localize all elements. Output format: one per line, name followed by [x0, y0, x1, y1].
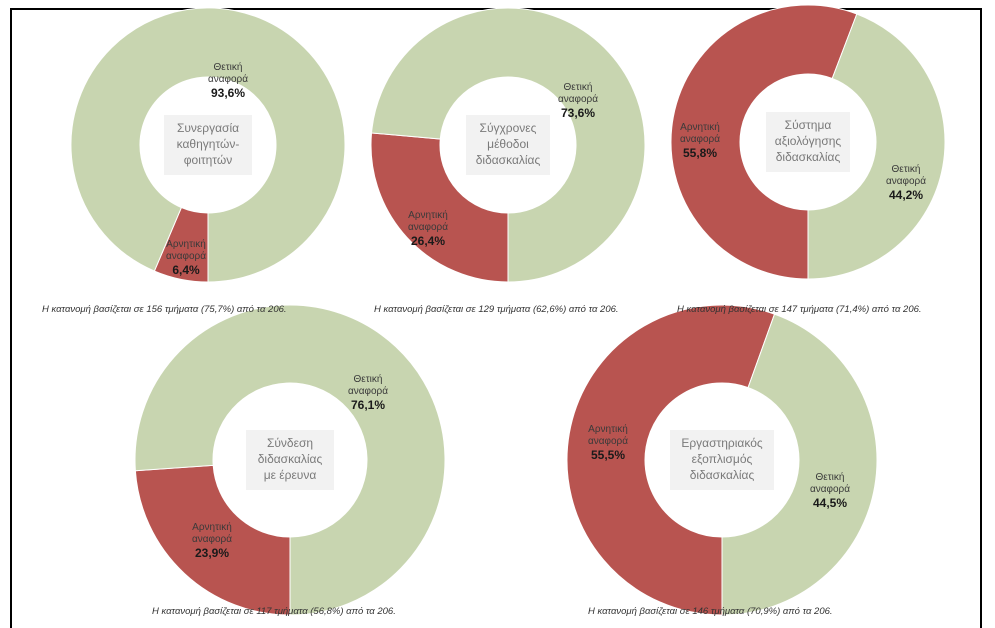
segment-label-word: αναφορά [886, 175, 926, 187]
center-title-line-1-1: Συνεργασία [177, 121, 239, 135]
positive-slice-4 [134, 304, 446, 616]
donut-chart-1: Συνεργασίακαθηγητών-φοιτητώνΘετικήαναφορ… [70, 7, 346, 283]
chart-note-4: Η κατανομή βασίζεται σε 117 τμήματα (56,… [152, 606, 396, 617]
center-title-line-1-2: καθηγητών- [177, 137, 240, 151]
segment-label-word: Θετική [816, 471, 845, 483]
center-label-box-1 [164, 115, 252, 175]
segment-label-word: Αρνητική [680, 121, 720, 133]
negative-slice-4 [134, 464, 291, 616]
center-label-box-4 [246, 430, 334, 490]
center-label-box-3 [766, 112, 850, 172]
segment-value-label: 73,6% [561, 106, 595, 120]
segment-label-word: αναφορά [408, 221, 448, 233]
segment-label-word: αναφορά [208, 73, 248, 85]
segment-value-label: 23,9% [195, 546, 229, 560]
segment-value-label: 6,4% [172, 263, 200, 277]
segment-label-word: αναφορά [680, 133, 720, 145]
segment-value-label: 44,5% [813, 496, 847, 510]
positive-slice-3 [807, 13, 946, 280]
chart-note-5: Η κατανομή βασίζεται σε 146 τμήματα (70,… [588, 606, 833, 617]
center-title-line-4-1: Σύνδεση [267, 436, 313, 450]
segment-label-word: αναφορά [166, 250, 206, 262]
segment-label-word: Θετική [214, 61, 243, 73]
segment-value-label: 55,8% [683, 146, 717, 160]
center-title-line-3-3: διδασκαλίας [776, 150, 841, 164]
center-title-line-2-3: διδασκαλίας [476, 153, 541, 167]
negative-slice-3 [670, 4, 858, 280]
donut-chart-5: Εργαστηριακός εξοπλισμός διδασκαλίας Θετική… [566, 304, 878, 616]
segment-label-word: Θετική [354, 373, 383, 385]
segment-label-word: αναφορά [192, 533, 232, 545]
center-label-box-5 [670, 430, 774, 490]
segment-label-word: αναφορά [558, 93, 598, 105]
chart-note-2: Η κατανομή βασίζεται σε 129 τμήματα (62,… [374, 304, 619, 315]
chart-note-1: Η κατανομή βασίζεται σε 156 τμήματα (75,… [42, 304, 287, 315]
donut-chart-3: ΣύστημααξιολόγησηςδιδασκαλίαςΘετικήαναφο… [670, 4, 946, 280]
segment-label-word: αναφορά [810, 483, 850, 495]
center-title-line-1-3: φοιτητών [184, 153, 232, 167]
negative-slice-5 [566, 304, 776, 616]
segment-label-word: Αρνητική [166, 238, 206, 250]
center-title-line-5-3: διδασκαλίας [690, 468, 755, 482]
center-title-line-5-1: Εργαστηριακός [681, 436, 763, 450]
center-title-line-3-2: αξιολόγησης [775, 134, 842, 148]
segment-label-word: αναφορά [348, 385, 388, 397]
chart-note-3: Η κατανομή βασίζεται σε 147 τμήματα (71,… [677, 304, 922, 315]
segment-value-label: 55,5% [591, 448, 625, 462]
center-title-line-2-1: Σύγχρονες [480, 121, 537, 135]
positive-slice-2 [370, 7, 646, 283]
center-title-line-3-1: Σύστημα [785, 118, 832, 132]
segment-value-label: 76,1% [351, 398, 385, 412]
segment-label-word: Θετική [564, 81, 593, 93]
center-label-box-2 [466, 115, 550, 175]
center-title-line-5-2: εξοπλισμός [692, 452, 753, 466]
segment-label-word: Αρνητική [192, 521, 232, 533]
segment-label-word: Αρνητική [588, 423, 628, 435]
segment-label-word: Θετική [892, 163, 921, 175]
segment-label-word: αναφορά [588, 435, 628, 447]
segment-value-label: 26,4% [411, 234, 445, 248]
donut-chart-2: ΣύγχρονεςμέθοδοιδιδασκαλίαςΘετικήαναφορά… [370, 7, 646, 283]
positive-slice-1 [70, 7, 346, 283]
segment-label-word: Αρνητική [408, 209, 448, 221]
center-title-line-4-2: διδασκαλίας [258, 452, 323, 466]
segment-value-label: 93,6% [211, 86, 245, 100]
center-title-line-2-2: μέθοδοι [487, 137, 529, 151]
segment-value-label: 44,2% [889, 188, 923, 202]
center-title-line-4-3: με έρευνα [264, 468, 317, 482]
negative-slice-2 [370, 132, 509, 283]
positive-slice-5 [721, 313, 878, 616]
